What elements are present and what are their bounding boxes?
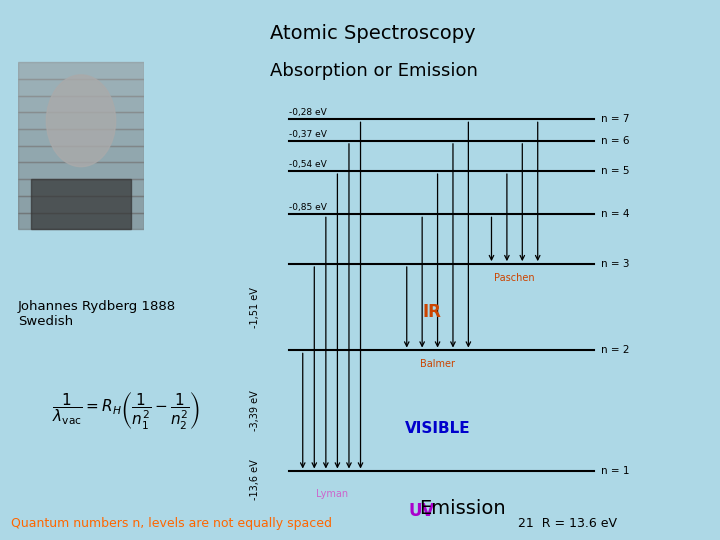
Bar (18, 146, 144, 163)
Text: n = 3: n = 3 (601, 259, 630, 269)
Bar (18, 213, 144, 230)
Text: VISIBLE: VISIBLE (405, 421, 470, 436)
Text: -13,6 eV: -13,6 eV (250, 460, 260, 501)
Bar (18, 179, 144, 196)
Text: Quantum numbers n, levels are not equally spaced: Quantum numbers n, levels are not equall… (11, 517, 332, 530)
Text: -0,85 eV: -0,85 eV (289, 203, 327, 212)
Bar (18, 163, 144, 179)
Text: -1,51 eV: -1,51 eV (250, 287, 260, 328)
Text: Atomic Spectroscopy: Atomic Spectroscopy (270, 24, 476, 43)
Bar (18, 196, 144, 213)
Text: 21  R = 13.6 eV: 21 R = 13.6 eV (518, 517, 618, 530)
Text: Lyman: Lyman (315, 489, 348, 499)
Bar (18, 79, 144, 96)
Text: n = 2: n = 2 (601, 346, 630, 355)
Bar (18, 62, 144, 79)
Text: -0,28 eV: -0,28 eV (289, 108, 327, 117)
Text: Absorption or Emission: Absorption or Emission (270, 62, 478, 80)
Text: Emission: Emission (419, 500, 506, 518)
Text: n = 1: n = 1 (601, 467, 630, 476)
Ellipse shape (46, 75, 116, 167)
Text: $\dfrac{1}{\lambda_{\mathrm{vac}}} = R_H \left(\dfrac{1}{n_1^2} - \dfrac{1}{n_2^: $\dfrac{1}{\lambda_{\mathrm{vac}}} = R_H… (52, 390, 200, 431)
Text: Balmer: Balmer (420, 359, 455, 369)
Text: -0,37 eV: -0,37 eV (289, 130, 327, 139)
Text: IR: IR (423, 302, 441, 321)
Text: -0,54 eV: -0,54 eV (289, 160, 327, 169)
Bar (18, 112, 144, 129)
Bar (18, 129, 144, 146)
Text: UV: UV (409, 502, 435, 519)
Bar (18, 96, 144, 112)
Text: n = 6: n = 6 (601, 136, 630, 146)
Text: n = 7: n = 7 (601, 114, 630, 124)
Text: Johannes Rydberg 1888
Swedish: Johannes Rydberg 1888 Swedish (18, 300, 176, 328)
Text: n = 4: n = 4 (601, 210, 630, 219)
Text: n = 5: n = 5 (601, 166, 630, 176)
Text: -3,39 eV: -3,39 eV (250, 390, 260, 431)
Bar (30, 179, 132, 230)
Text: Paschen: Paschen (495, 273, 535, 283)
